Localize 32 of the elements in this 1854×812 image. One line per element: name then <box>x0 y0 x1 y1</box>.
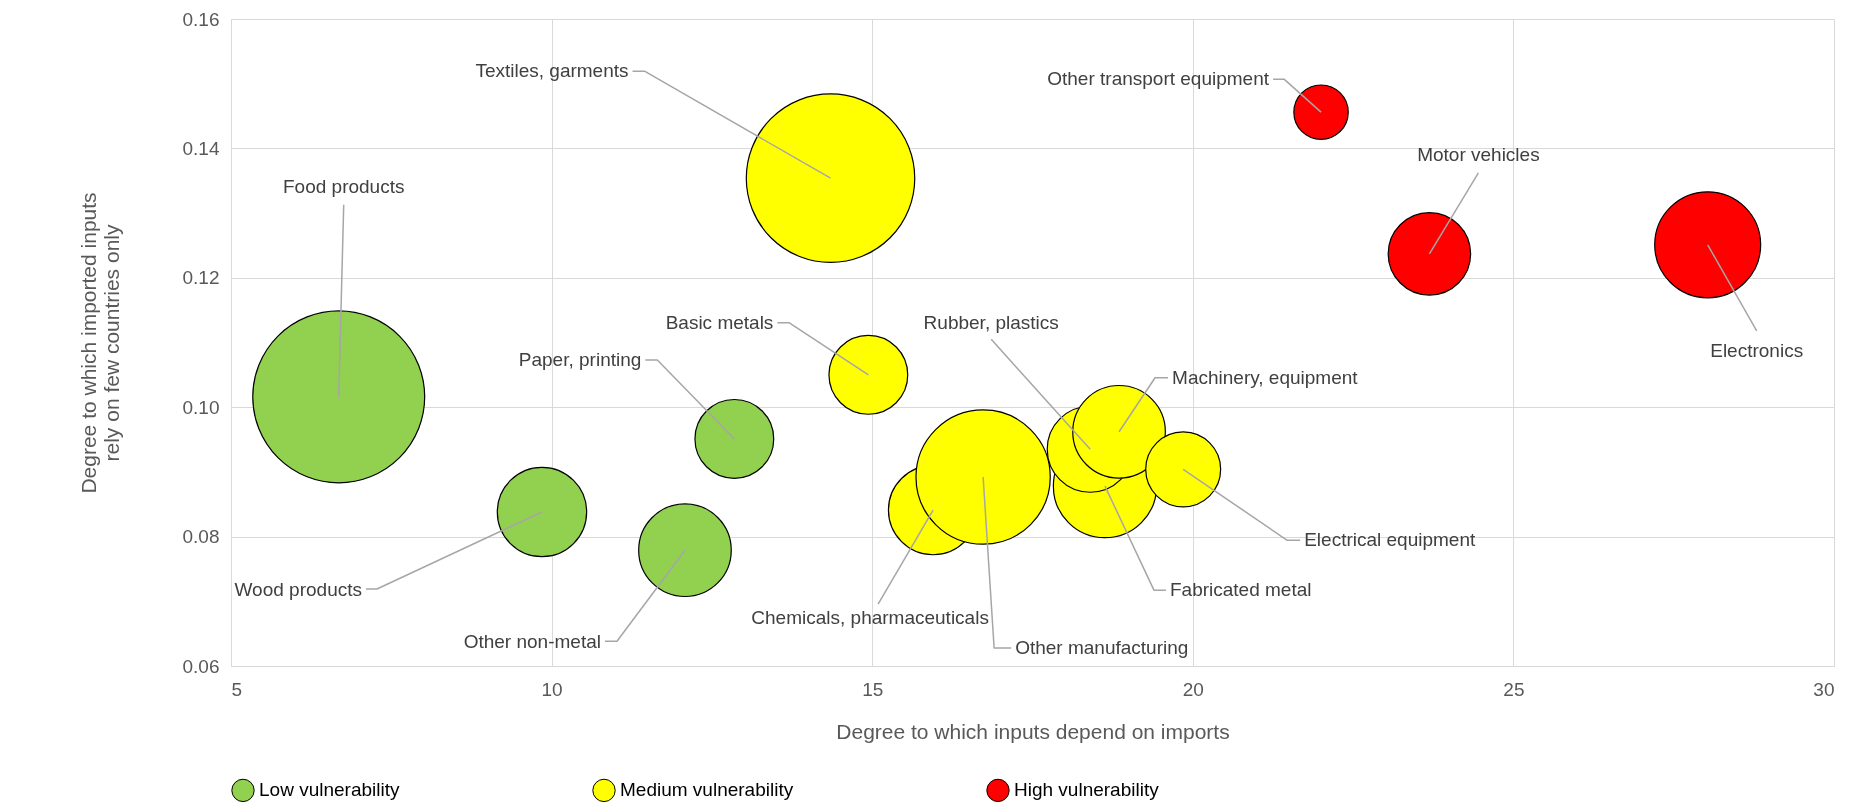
x-tick-label: 5 <box>231 678 243 700</box>
annotation: Rubber, plastics <box>923 312 1059 334</box>
annotation: Electronics <box>1710 339 1804 361</box>
annotation: Other manufacturing <box>1015 637 1189 659</box>
annotation: Wood products <box>234 579 362 601</box>
x-tick-label: 25 <box>1503 678 1525 700</box>
annotation: Paper, printing <box>518 348 642 370</box>
legend-label: Medium vulnerability <box>620 779 794 801</box>
y-tick-label: 0.08 <box>182 526 220 548</box>
annotation: Machinery, equipment <box>1172 366 1359 388</box>
annotation: Other transport equipment <box>1047 68 1270 90</box>
y-tick-label: 0.14 <box>182 137 220 159</box>
y-tick-label: 0.16 <box>182 8 220 30</box>
x-axis-title: Degree to which inputs depend on imports <box>836 719 1230 743</box>
x-tick-label: 20 <box>1182 678 1204 700</box>
y-tick-label: 0.12 <box>182 267 220 289</box>
y-tick-label: 0.10 <box>182 396 220 418</box>
y-tick-label: 0.06 <box>182 655 220 677</box>
x-tick-label: 30 <box>1813 678 1835 700</box>
annotation: Food products <box>282 175 405 197</box>
annotation: Chemicals, pharmaceuticals <box>751 607 989 629</box>
annotation: Fabricated metal <box>1169 579 1312 601</box>
annotation: Electrical equipment <box>1304 529 1476 551</box>
x-tick-label: 15 <box>862 678 884 700</box>
y-axis-title: Degree to which imported inputs rely on few countries only <box>76 192 123 494</box>
annotation: Basic metals <box>665 311 774 333</box>
legend-label: Low vulnerability <box>259 779 400 801</box>
annotation: Textiles, garments <box>475 60 629 82</box>
x-tick-label: 10 <box>541 678 563 700</box>
annotation: Other non-metal <box>463 631 601 653</box>
annotation: Motor vehicles <box>1417 143 1540 165</box>
legend-label: High vulnerability <box>1014 779 1160 801</box>
